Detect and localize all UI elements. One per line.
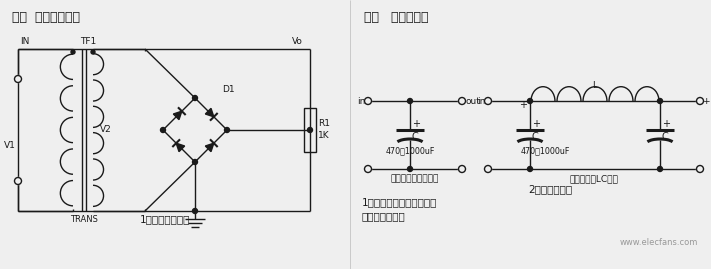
Circle shape <box>14 178 21 185</box>
Text: +: + <box>532 119 540 129</box>
Circle shape <box>91 50 95 54</box>
Text: IN: IN <box>20 37 29 46</box>
Text: D1: D1 <box>222 85 235 94</box>
Polygon shape <box>173 111 182 120</box>
Text: 电源滤波－电容滤波: 电源滤波－电容滤波 <box>391 174 439 183</box>
Text: +: + <box>519 100 527 110</box>
Text: +: + <box>412 119 420 129</box>
Circle shape <box>225 128 230 133</box>
Polygon shape <box>205 143 214 152</box>
Text: 1K: 1K <box>318 132 330 140</box>
Text: 电源滤波－LC滤波: 电源滤波－LC滤波 <box>570 174 619 183</box>
Text: R1: R1 <box>318 119 330 129</box>
Circle shape <box>407 167 412 172</box>
Text: 470～1000uF: 470～1000uF <box>385 147 434 155</box>
Text: V2: V2 <box>100 126 112 134</box>
Circle shape <box>161 128 166 133</box>
Text: in: in <box>476 97 485 105</box>
Circle shape <box>459 165 466 172</box>
Text: 一、  桥式整流电路: 一、 桥式整流电路 <box>12 11 80 24</box>
Circle shape <box>193 160 198 165</box>
Text: C: C <box>412 132 419 142</box>
Circle shape <box>407 98 412 104</box>
Circle shape <box>528 98 533 104</box>
Circle shape <box>71 50 75 54</box>
Text: 1、桥式整流电路: 1、桥式整流电路 <box>140 214 190 224</box>
Text: C: C <box>532 132 539 142</box>
Text: TRANS: TRANS <box>70 215 98 225</box>
Text: 1、电源滤波的过程分析：: 1、电源滤波的过程分析： <box>362 197 437 207</box>
Circle shape <box>459 97 466 104</box>
Circle shape <box>365 165 372 172</box>
Circle shape <box>484 97 491 104</box>
Text: + out: + out <box>703 97 711 105</box>
Circle shape <box>484 165 491 172</box>
Circle shape <box>365 97 372 104</box>
Circle shape <box>658 98 663 104</box>
Text: www.elecfans.com: www.elecfans.com <box>620 238 698 247</box>
Bar <box>304 108 316 152</box>
Text: 2、电源滤波器: 2、电源滤波器 <box>528 184 572 194</box>
Circle shape <box>658 167 663 172</box>
Circle shape <box>307 128 313 133</box>
Circle shape <box>697 97 703 104</box>
Circle shape <box>14 76 21 83</box>
Text: 波形形成过程：: 波形形成过程： <box>362 211 406 221</box>
Polygon shape <box>205 108 214 117</box>
Text: V1: V1 <box>4 140 16 150</box>
Text: Vo: Vo <box>292 37 303 46</box>
Text: L: L <box>592 82 597 90</box>
Text: +: + <box>662 119 670 129</box>
Circle shape <box>697 165 703 172</box>
Text: in: in <box>357 97 365 105</box>
Circle shape <box>193 95 198 101</box>
Text: 470～1000uF: 470～1000uF <box>520 147 570 155</box>
Circle shape <box>193 208 198 214</box>
Text: C: C <box>662 132 669 142</box>
Text: 二、   电源滤波器: 二、 电源滤波器 <box>364 11 429 24</box>
Polygon shape <box>176 143 185 152</box>
Text: out: out <box>465 97 480 105</box>
Circle shape <box>528 167 533 172</box>
Text: TF1: TF1 <box>80 37 96 46</box>
